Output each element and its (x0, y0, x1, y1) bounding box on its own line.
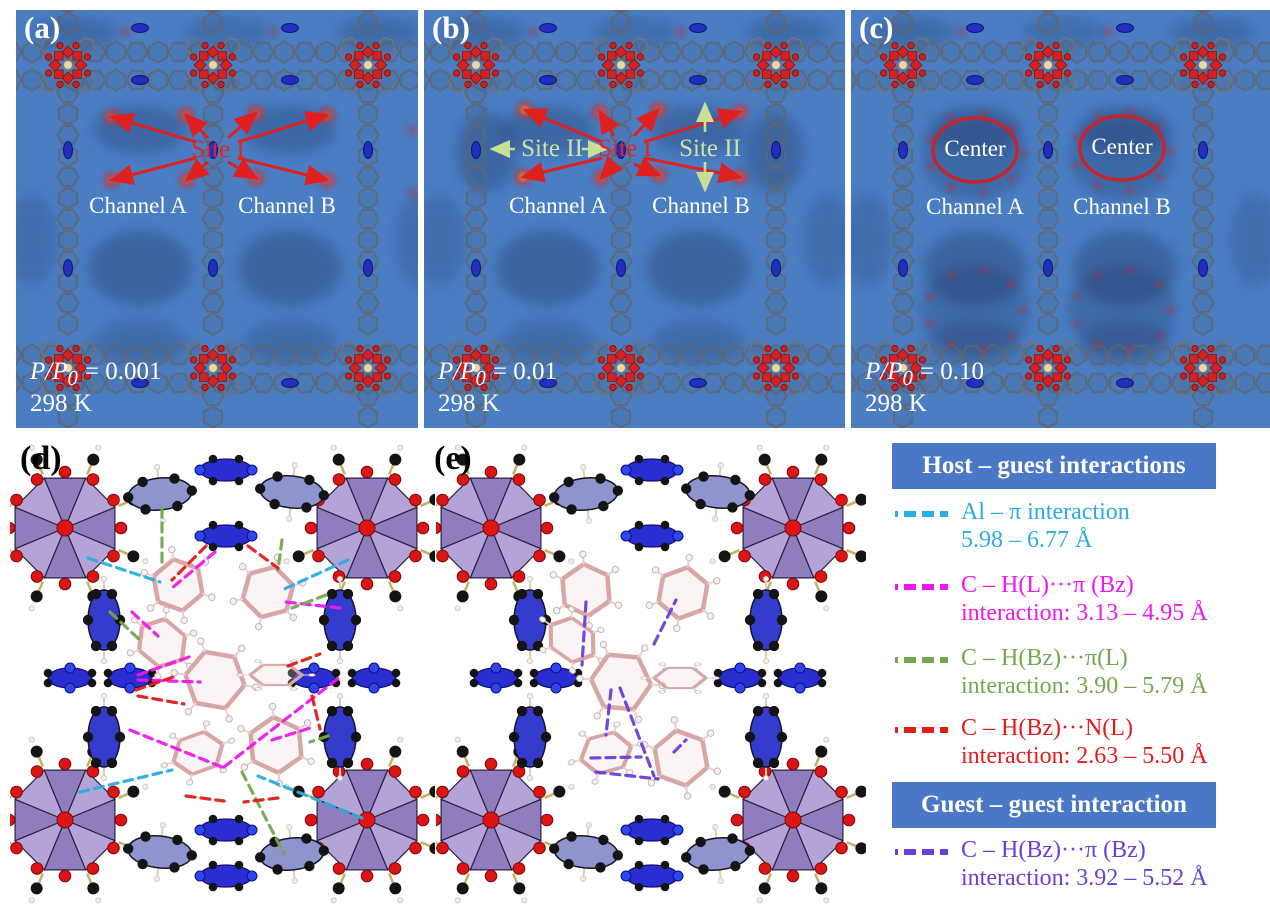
legend-item-line2: interaction: 3.90 – 5.79 Å (961, 673, 1208, 699)
panel-b-structure-graphic (424, 10, 845, 428)
legend-item-ch-bz-pi-bz: C – H(Bz)···π (Bz) interaction: 3.92 – 5… (893, 836, 1208, 892)
legend-item-ch-bz-n-l: C – H(Bz)···N(L) interaction: 2.63 – 5.5… (893, 714, 1208, 770)
panel-b: (b) Site II Site I Site II Channel A Cha… (424, 10, 845, 428)
host-guest-header: Host – guest interactions (892, 443, 1216, 489)
legend-item-line1: C – H(Bz)···N(L) (961, 715, 1133, 741)
legend-item-line2: interaction: 3.13 – 4.95 Å (961, 600, 1208, 626)
legend-item-ch-bz-pi-l: C – H(Bz)···π(L) interaction: 3.90 – 5.7… (893, 644, 1208, 700)
al-pi-dash-swatch (895, 511, 948, 517)
guest-guest-header: Guest – guest interaction (892, 782, 1216, 828)
panel-e-cage-graphic (436, 440, 866, 905)
legend-item-ch-l-pi-bz: C – H(L)···π (Bz) interaction: 3.13 – 4.… (893, 571, 1208, 627)
panel-d-label: (d) (20, 440, 62, 477)
panel-e: (e) (434, 440, 866, 905)
panel-c-structure-graphic (851, 10, 1270, 428)
panel-d: (d) (10, 440, 435, 905)
legend-item-line1: C – H(Bz)···π(L) (961, 645, 1128, 671)
panel-e-label: (e) (434, 440, 472, 477)
ch-bz-n-l-dash-swatch (895, 727, 948, 733)
ch-bz-pi-l-dash-swatch (895, 657, 948, 663)
legend-item-line1: C – H(Bz)···π (Bz) (961, 837, 1146, 863)
panel-a: (a) Site I Channel A Channel B P/P0 = 0.0… (16, 10, 418, 428)
panel-d-cage-graphic (10, 440, 435, 905)
legend-item-line2: 5.98 – 6.77 Å (961, 527, 1093, 553)
legend-item-line2: interaction: 3.92 – 5.52 Å (961, 865, 1208, 891)
legend-item-al-pi: Al – π interaction 5.98 – 6.77 Å (893, 498, 1130, 554)
legend-item-line1: C – H(L)···π (Bz) (961, 572, 1134, 598)
legend-item-line2: interaction: 2.63 – 5.50 Å (961, 743, 1208, 769)
panel-c: (c) Center Center Channel A Channel B P/… (851, 10, 1270, 428)
ch-bz-pi-bz-dash-swatch (895, 849, 948, 855)
panel-a-structure-graphic (16, 10, 418, 428)
ch-l-pi-bz-dash-swatch (895, 584, 948, 590)
legend-item-line1: Al – π interaction (961, 499, 1130, 525)
